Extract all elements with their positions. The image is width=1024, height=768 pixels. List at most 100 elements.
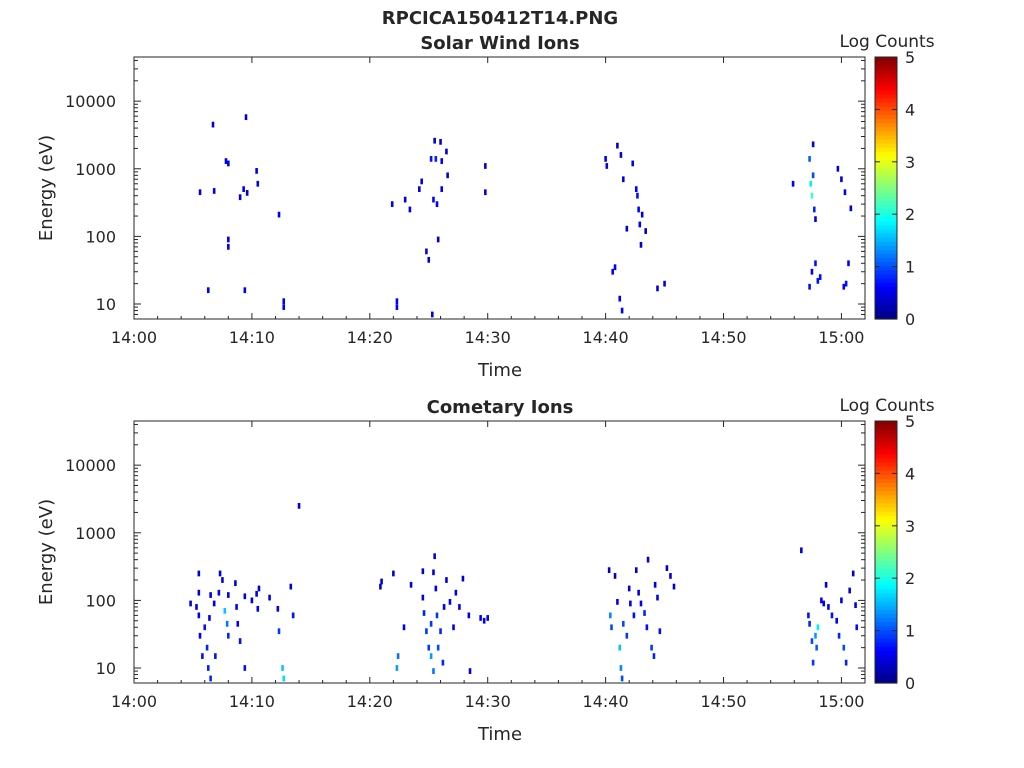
heatmap-cell: [212, 600, 216, 607]
colorbar-segment: [875, 560, 897, 565]
colorbar-segment: [875, 502, 897, 508]
heatmap-cell: [634, 186, 638, 193]
colorbar-segment: [875, 228, 897, 234]
heatmap-cell: [392, 570, 395, 577]
heatmap-cell: [297, 502, 301, 509]
y-tick-label: 1000: [75, 524, 116, 543]
heatmap-cell: [243, 593, 247, 600]
heatmap-cell: [197, 589, 201, 596]
heatmap-cell: [618, 644, 622, 651]
heatmap-cell: [436, 236, 440, 243]
colorbar-segment: [875, 233, 897, 238]
heatmap-cell: [256, 605, 260, 612]
colorbar-segment: [875, 102, 897, 107]
colorbar-segment: [875, 658, 897, 664]
colorbar-segment: [875, 437, 897, 443]
heatmap-cell: [810, 638, 814, 644]
x-tick-label: 14:50: [700, 692, 746, 711]
colorbar-segment: [875, 298, 897, 304]
colorbar-segment: [875, 425, 897, 430]
x-tick-label: 14:30: [465, 692, 511, 711]
colorbar-segment: [875, 646, 897, 651]
heatmap-cell: [461, 575, 465, 582]
heatmap-cell: [217, 589, 221, 596]
colorbar-segment: [875, 642, 897, 647]
heatmap-cell: [445, 577, 448, 583]
heatmap-cell: [435, 201, 439, 208]
heatmap-cell: [622, 176, 625, 183]
heatmap-cell: [840, 597, 843, 604]
colorbar-segment: [875, 61, 897, 66]
heatmap-cell: [640, 211, 644, 218]
colorbar-segment: [875, 73, 897, 79]
colorbar-segment: [875, 490, 897, 496]
heatmap-cell: [395, 304, 399, 310]
colorbar-segment: [875, 461, 897, 467]
x-axis-label: Time: [477, 724, 522, 745]
x-tick-label: 14:10: [229, 328, 275, 347]
colorbar-segment: [875, 539, 897, 545]
heatmap-cell: [390, 201, 394, 208]
heatmap-cell: [432, 569, 435, 576]
colorbar-tick-label: 3: [905, 153, 915, 172]
colorbar-segment: [875, 421, 897, 426]
colorbar-segment: [875, 310, 897, 316]
heatmap-cell: [208, 615, 211, 621]
heatmap-cell: [851, 570, 855, 577]
colorbar-segment: [875, 543, 897, 549]
colorbar-segment: [875, 290, 897, 296]
heatmap-cell: [257, 585, 261, 592]
heatmap-cell: [653, 581, 657, 588]
heatmap-cell: [225, 620, 229, 627]
heatmap-cell: [277, 628, 281, 635]
colorbar-segment: [875, 77, 897, 83]
heatmap-cell: [458, 604, 461, 610]
heatmap-cell: [484, 163, 487, 169]
colorbar-segment: [875, 457, 897, 463]
colorbar-segment: [875, 629, 897, 635]
heatmap-cell: [842, 644, 846, 651]
heatmap-cell: [669, 573, 672, 579]
colorbar-segment: [875, 269, 897, 275]
heatmap-cell: [420, 178, 423, 185]
colorbar-segment: [875, 519, 897, 524]
colorbar-segment: [875, 552, 897, 557]
colorbar-segment: [875, 188, 897, 193]
colorbar-segment: [875, 179, 897, 185]
heatmap-cell: [289, 583, 293, 590]
colorbar-tick-label: 4: [905, 464, 915, 483]
heatmap-cell: [808, 283, 811, 290]
colorbar-tick-label: 2: [905, 205, 915, 224]
heatmap-cell: [837, 632, 841, 639]
heatmap-cell: [620, 307, 624, 314]
heatmap-cell: [672, 583, 676, 590]
colorbar-segment: [875, 662, 897, 668]
colorbar-segment: [875, 584, 897, 590]
heatmap-cell: [810, 192, 814, 199]
colorbar-segment: [875, 57, 897, 62]
heatmap-cell: [441, 659, 445, 666]
colorbar-segment: [875, 212, 897, 218]
heatmap-cell: [807, 612, 810, 619]
heatmap-cell: [610, 624, 613, 631]
colorbar-segment: [875, 470, 897, 475]
panel-cometary-ions: Cometary Ions 14:00 14:10 14:20 14:30 14:40 1…: [36, 396, 935, 745]
heatmap-cell: [427, 256, 431, 263]
colorbar-segment: [875, 527, 897, 533]
heatmap-cell: [815, 644, 818, 651]
heatmap-cell: [632, 612, 636, 619]
heatmap-cell: [620, 675, 624, 682]
colorbar-segment: [875, 142, 897, 148]
heatmap-cell: [189, 600, 192, 607]
colorbar-segment: [875, 245, 897, 250]
heatmap-cell: [244, 114, 248, 121]
colorbar-segment: [875, 670, 897, 676]
heatmap-cell: [811, 141, 815, 148]
heatmap-cell: [611, 268, 614, 275]
heatmap-cell: [634, 567, 638, 574]
colorbar-segment: [875, 257, 897, 263]
y-axis-label: Energy (eV): [36, 135, 57, 241]
heatmap-cell: [227, 236, 230, 243]
x-axis: 14:00 14:10 14:20 14:30 14:40 14:50 15:00: [111, 57, 866, 347]
x-tick-label: 14:00: [111, 328, 157, 347]
